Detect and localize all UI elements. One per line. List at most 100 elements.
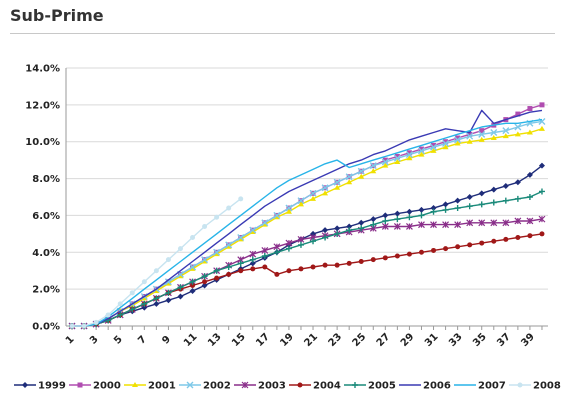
data-point-1999 — [165, 297, 172, 304]
data-point-2004 — [214, 275, 220, 281]
x-tick-label: 5 — [112, 334, 125, 347]
data-point-2001 — [358, 173, 365, 179]
data-point-2005 — [273, 249, 280, 256]
data-point-2003 — [442, 221, 449, 229]
data-point-2005 — [346, 227, 353, 234]
data-point-2002 — [189, 263, 197, 271]
data-point-1999 — [177, 293, 184, 300]
data-point-2003 — [514, 217, 522, 225]
x-tick-label: 3 — [88, 334, 101, 347]
data-point-2005 — [394, 216, 401, 223]
data-point-2004 — [431, 247, 437, 253]
data-point-2003 — [393, 223, 401, 230]
x-tick-label: 23 — [327, 331, 345, 349]
data-point-2003 — [297, 235, 305, 243]
data-point-2005 — [213, 267, 220, 274]
data-point-2003 — [454, 221, 462, 229]
data-point-2002 — [225, 241, 233, 249]
data-point-1999 — [478, 190, 485, 197]
data-point-2005 — [249, 256, 256, 263]
data-point-2005 — [201, 273, 208, 280]
data-point-2005 — [261, 252, 268, 259]
data-point-1999 — [249, 260, 256, 267]
data-point-2005 — [418, 212, 425, 219]
data-point-2005 — [285, 245, 292, 252]
data-point-1999 — [538, 162, 545, 169]
data-point-2002 — [381, 158, 389, 166]
x-tick-label: 17 — [254, 331, 272, 349]
data-point-1999 — [514, 179, 521, 186]
data-point-2002 — [345, 173, 353, 181]
data-point-2004 — [370, 257, 376, 263]
x-tick-label: 33 — [447, 331, 465, 349]
series-line-2003 — [72, 218, 543, 327]
legend-label-2003: 2003 — [258, 381, 286, 392]
y-tick-label: 14.0% — [25, 64, 60, 75]
data-point-2005 — [370, 221, 377, 228]
x-tick-label: 1 — [64, 334, 77, 347]
data-point-2008 — [190, 235, 196, 241]
data-point-2003 — [249, 250, 257, 258]
x-tick-label: 15 — [230, 331, 248, 349]
x-tick-label: 11 — [182, 331, 200, 349]
legend-label-2001: 2001 — [148, 381, 176, 392]
data-point-1999 — [153, 300, 160, 307]
data-point-1999 — [406, 208, 413, 215]
data-point-2000 — [527, 106, 533, 112]
data-point-2004 — [286, 268, 292, 274]
legend-label-2007: 2007 — [478, 381, 506, 392]
data-point-2001 — [406, 155, 413, 161]
x-tick-label: 35 — [471, 331, 489, 349]
data-point-2008 — [69, 323, 75, 329]
data-point-2001 — [237, 236, 244, 242]
data-point-1999 — [466, 194, 473, 200]
data-point-2002 — [285, 204, 293, 212]
data-point-2003 — [502, 219, 510, 227]
data-point-2002 — [514, 123, 522, 131]
series-line-1999 — [72, 165, 543, 327]
data-point-2002 — [237, 234, 245, 242]
data-point-2000 — [406, 150, 412, 156]
data-point-2001 — [382, 162, 389, 168]
x-tick-label: 19 — [278, 331, 296, 349]
data-point-2002 — [333, 178, 341, 186]
legend-label-2000: 2000 — [93, 381, 121, 392]
data-point-2001 — [538, 125, 545, 131]
data-point-2004 — [238, 268, 244, 274]
legend-marker-2008 — [517, 382, 523, 388]
data-point-2001 — [129, 302, 136, 308]
x-tick-label: 31 — [423, 331, 441, 349]
data-point-2004 — [491, 238, 497, 244]
data-point-1999 — [358, 219, 365, 226]
data-point-2002 — [321, 184, 329, 192]
data-point-2000 — [479, 128, 485, 134]
data-point-2003 — [381, 223, 389, 230]
data-point-2005 — [141, 300, 148, 307]
data-point-2000 — [418, 146, 424, 152]
data-point-2000 — [443, 139, 449, 145]
data-point-1999 — [490, 186, 497, 193]
data-point-2008 — [165, 257, 171, 263]
data-point-2004 — [310, 264, 316, 270]
data-point-2002 — [273, 211, 281, 219]
data-point-2004 — [406, 251, 412, 257]
data-point-2002 — [454, 136, 462, 144]
data-point-2005 — [129, 306, 136, 313]
title-divider — [10, 33, 555, 34]
data-point-2001 — [297, 201, 304, 207]
data-point-2001 — [430, 147, 437, 153]
y-tick-label: 10.0% — [25, 137, 60, 148]
legend-label-2008: 2008 — [533, 381, 561, 392]
data-point-2001 — [177, 273, 184, 279]
data-point-2005 — [490, 199, 497, 206]
data-point-2005 — [310, 238, 317, 245]
legend-marker-2001 — [132, 382, 138, 387]
data-point-2004 — [443, 246, 449, 252]
legend-marker-2000 — [77, 382, 83, 388]
data-point-2005 — [526, 194, 533, 200]
data-point-2004 — [322, 262, 328, 268]
series-line-2004 — [72, 233, 543, 327]
data-point-2003 — [406, 223, 413, 230]
data-point-2002 — [249, 226, 257, 234]
